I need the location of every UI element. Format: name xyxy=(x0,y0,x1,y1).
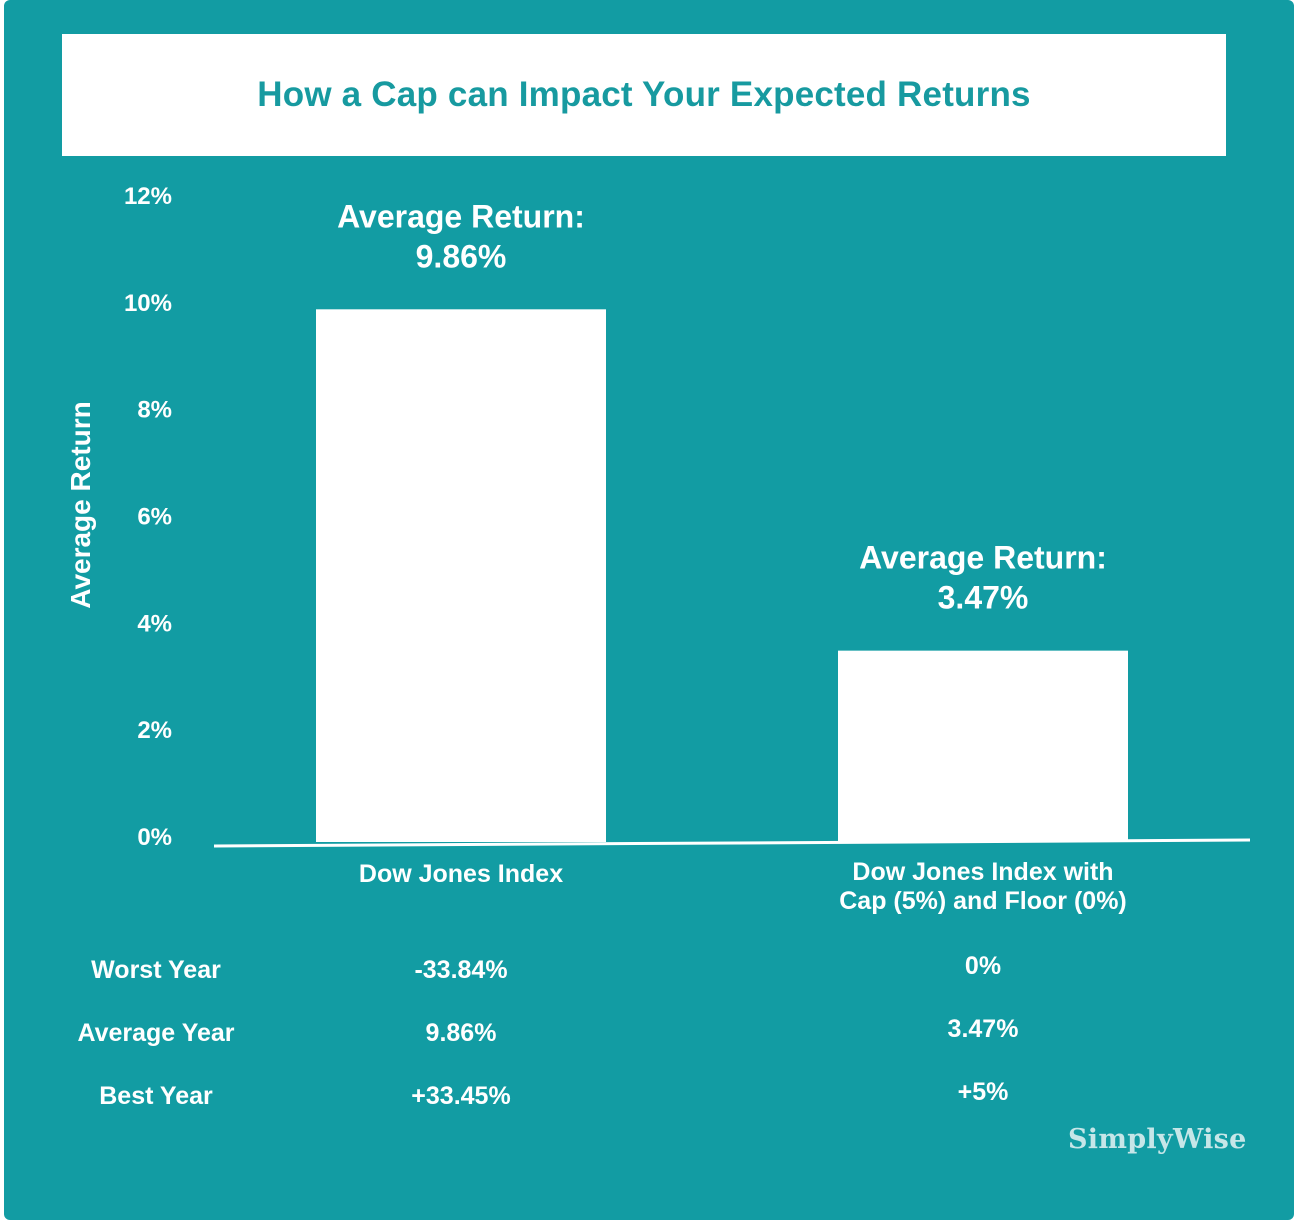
category-label: Dow Jones Index xyxy=(359,860,563,888)
table-row-label: Average Year xyxy=(77,1019,235,1047)
bars xyxy=(316,309,1128,843)
table-row-label: Worst Year xyxy=(91,956,221,984)
simplywise-logo: SimplyWise xyxy=(1068,1124,1247,1155)
data-labels: Average Return: 9.86% Average Return: 3.47% xyxy=(337,198,1107,615)
bar-1 xyxy=(316,309,606,843)
y-tick-label: 12% xyxy=(124,183,172,210)
table-row-label: Best Year xyxy=(99,1082,213,1110)
table-cell: 9.86% xyxy=(425,1019,497,1047)
bar-data-label: Average Return: xyxy=(337,198,585,234)
bar-2 xyxy=(838,650,1128,842)
title-banner: How a Cap can Impact Your Expected Retur… xyxy=(62,34,1226,156)
y-tick-label: 8% xyxy=(137,397,172,424)
bar-data-label: 3.47% xyxy=(938,580,1029,616)
y-axis-ticks: 0% 2% 4% 6% 8% 10% 12% xyxy=(124,183,172,851)
chart-background xyxy=(4,0,1294,1220)
table-cell: -33.84% xyxy=(414,956,508,984)
y-tick-label: 2% xyxy=(137,717,172,744)
table-cell: 3.47% xyxy=(947,1015,1019,1043)
bar-data-label: 9.86% xyxy=(416,238,507,274)
table-cell: +5% xyxy=(957,1078,1009,1106)
category-label: Cap (5%) and Floor (0%) xyxy=(839,887,1127,915)
category-label: Dow Jones Index with xyxy=(852,858,1113,886)
y-tick-label: 6% xyxy=(137,504,172,531)
y-tick-label: 0% xyxy=(137,824,172,851)
table-cell: 0% xyxy=(964,952,1002,980)
x-axis-baseline xyxy=(213,838,1251,848)
y-axis-label: Average Return xyxy=(65,401,96,608)
table-cell: +33.45% xyxy=(411,1082,511,1110)
bar-data-label: Average Return: xyxy=(859,540,1107,576)
y-tick-label: 4% xyxy=(137,610,172,637)
y-tick-label: 10% xyxy=(124,290,172,317)
chart-title: How a Cap can Impact Your Expected Retur… xyxy=(257,75,1031,114)
